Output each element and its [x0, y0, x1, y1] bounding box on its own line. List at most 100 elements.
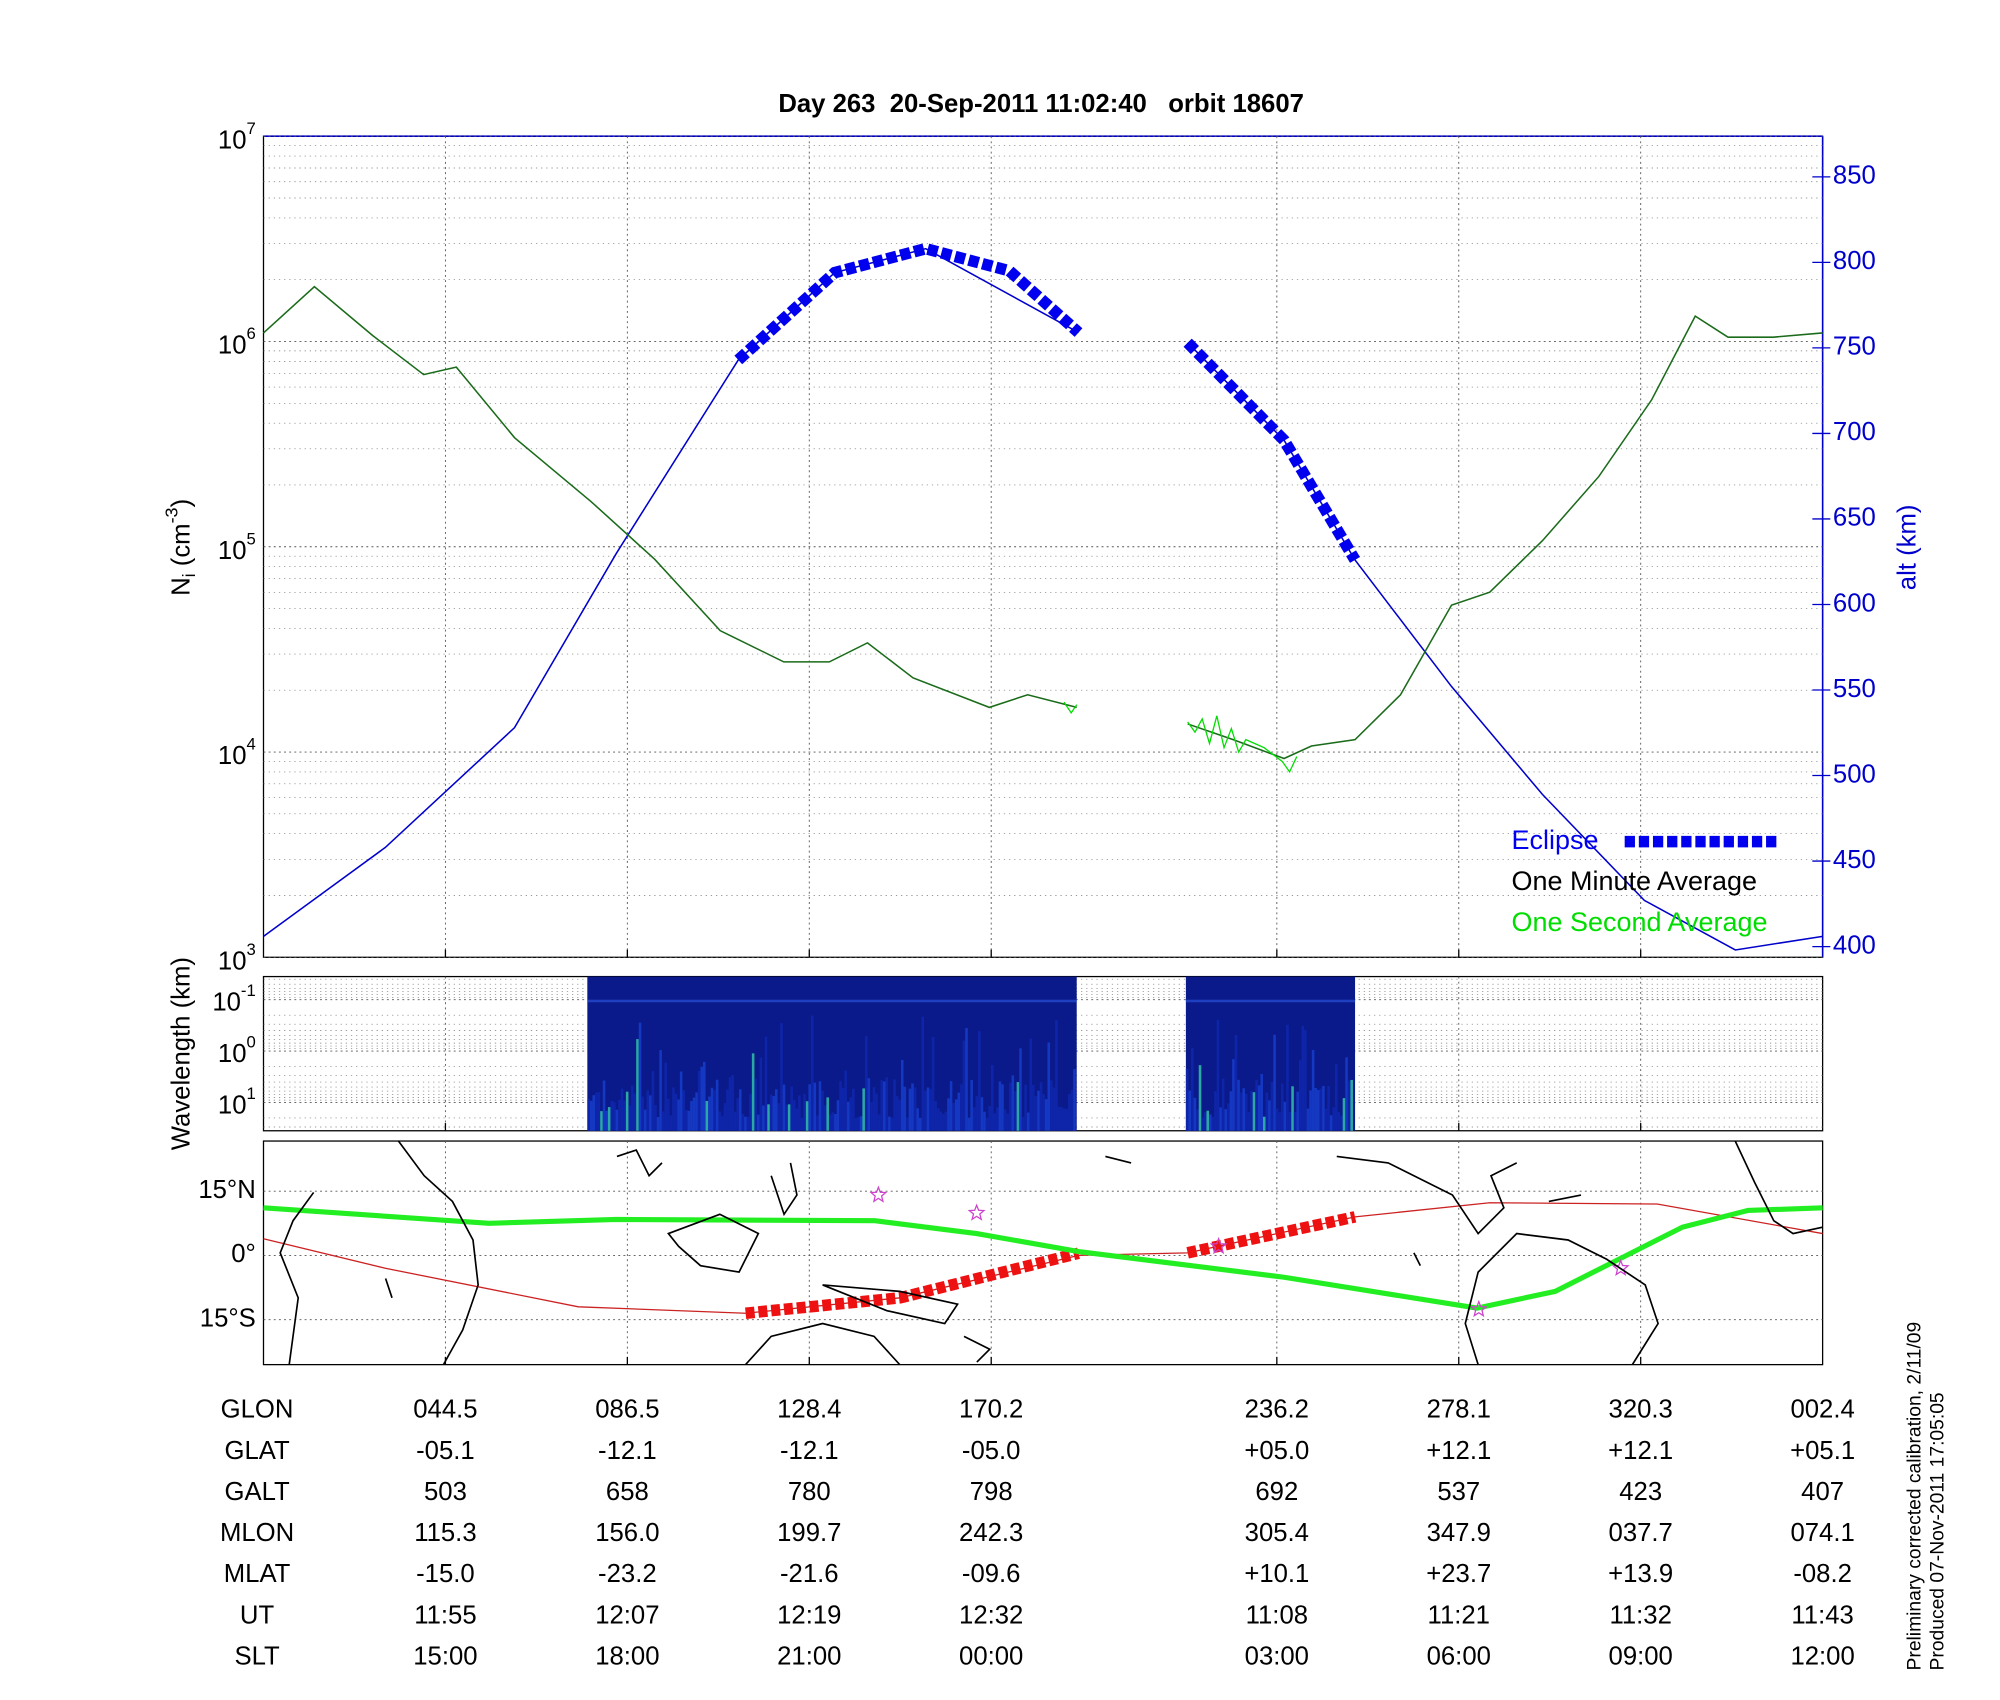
spectrogram-stripe	[1347, 1080, 1351, 1131]
spectrogram-stripe	[726, 1089, 729, 1131]
spectrogram-stripe	[1221, 1078, 1225, 1131]
table-cell: 11:32	[1610, 1601, 1672, 1629]
spectrogram-stripe	[1206, 1110, 1210, 1131]
spectrogram-stripe	[756, 1114, 760, 1131]
spectrogram-stripe	[615, 1109, 619, 1131]
table-cell: 199.7	[777, 1519, 841, 1547]
spectrogram-stripe	[1345, 1057, 1348, 1131]
spectrogram-stripe	[818, 1081, 822, 1131]
table-cell: 236.2	[1245, 1396, 1309, 1424]
spectrogram-stripe	[1301, 1025, 1305, 1131]
table-cell: 503	[424, 1478, 467, 1506]
table-cell: 780	[788, 1478, 831, 1506]
table-cell: 242.3	[959, 1519, 1023, 1547]
spectrogram-stripe	[916, 1108, 919, 1131]
lat-tick-label: 15°N	[198, 1176, 255, 1204]
table-cell: 03:00	[1245, 1642, 1309, 1670]
spectrogram-stripe	[993, 1113, 997, 1131]
spectrogram-stripe	[942, 1113, 945, 1131]
table-cell: 156.0	[595, 1519, 659, 1547]
spectrogram-stripe	[944, 1111, 948, 1131]
spectrogram-stripe	[1350, 1079, 1353, 1131]
spectrogram-stripe	[1070, 1089, 1074, 1131]
spectrogram-stripe	[595, 1092, 598, 1131]
y2-tick-label: 500	[1833, 760, 1876, 788]
spectrogram-stripe	[774, 1089, 778, 1131]
spectrogram-stripe	[677, 1099, 680, 1131]
table-cell: 044.5	[413, 1396, 477, 1424]
spectrogram-stripe	[607, 1107, 611, 1131]
table-row-label: UT	[240, 1601, 275, 1629]
spectrogram-stripe	[710, 1087, 714, 1131]
spectrogram-stripe	[1268, 1100, 1271, 1131]
spectrogram-stripe	[1337, 1111, 1341, 1131]
spectrogram-stripe	[862, 1088, 865, 1131]
spectrogram-stripe	[826, 1097, 829, 1131]
spectrogram-stripe	[813, 1082, 817, 1131]
spectrogram-stripe	[641, 1096, 644, 1131]
spectrogram-stripe	[1257, 1085, 1261, 1131]
spectrogram-stripe	[800, 1117, 804, 1131]
spectrogram-stripe	[1011, 1075, 1015, 1131]
y2-tick-label: 600	[1833, 589, 1876, 617]
spectrogram-stripe	[823, 1105, 827, 1131]
spectrogram-stripe	[854, 1117, 858, 1131]
table-cell: -05.0	[962, 1437, 1021, 1465]
y-tick-label: 100	[218, 1033, 256, 1068]
spectrogram-stripe	[746, 1116, 750, 1131]
spectrogram-stripe	[952, 1102, 955, 1131]
spectrogram-stripe	[1065, 1108, 1069, 1131]
table-cell: 09:00	[1609, 1642, 1673, 1670]
spectrogram-stripe	[872, 1087, 876, 1131]
spectrogram-stripe	[708, 1096, 711, 1131]
table-cell: 278.1	[1427, 1396, 1491, 1424]
spectrogram-stripe	[649, 1095, 652, 1131]
spectrogram-stripe	[934, 1100, 937, 1131]
spectrogram-stripe	[1262, 1116, 1266, 1131]
legend-label: One Second Average	[1512, 907, 1768, 937]
spectrogram-stripe	[1021, 1116, 1025, 1131]
spectrogram-stripe	[700, 1066, 704, 1131]
spectrogram-stripe	[610, 1100, 614, 1131]
spectrogram-stripe	[633, 1093, 637, 1131]
spectrogram-stripe	[1026, 1112, 1030, 1131]
y-label-part: (cm	[167, 523, 195, 573]
spectrogram-stripe	[1332, 1107, 1335, 1131]
spectrogram-stripe	[623, 1100, 626, 1131]
table-cell: 798	[970, 1478, 1013, 1506]
tick-base: 10	[218, 331, 247, 359]
spectrogram-stripe	[1188, 1090, 1192, 1131]
spectrogram-stripe	[1296, 1091, 1299, 1131]
spectrogram-stripe	[1244, 1093, 1248, 1131]
spectrogram-stripe	[1055, 1020, 1058, 1131]
y2-tick-label: 450	[1833, 846, 1876, 874]
spectrogram-stripe	[1062, 1108, 1066, 1131]
spectrogram-stripe	[674, 1093, 678, 1131]
spectrogram-stripe	[1008, 1082, 1012, 1131]
y2-tick-label: 550	[1833, 675, 1876, 703]
tick-base: 10	[212, 988, 241, 1016]
spectrogram-stripe	[749, 1094, 752, 1131]
spectrogram-stripe	[705, 1100, 709, 1131]
spectrogram-stripe	[769, 1094, 773, 1131]
star-marker	[967, 1203, 986, 1221]
spectrogram-stripe	[1329, 1115, 1333, 1131]
spectrogram-stripe	[988, 1105, 991, 1131]
spectrogram-stripe	[731, 1075, 734, 1131]
y-label-part: i	[179, 573, 199, 577]
spectrogram-stripe	[1016, 1082, 1020, 1131]
spectrogram-stripe	[679, 1071, 683, 1131]
spectrogram-stripe	[1342, 1098, 1346, 1131]
spectrogram-stripe	[718, 1111, 722, 1131]
lat-tick-label: 0°	[231, 1240, 256, 1268]
spectrogram-stripe	[620, 1088, 624, 1131]
spectrogram-stripe	[965, 1028, 968, 1131]
spectrogram-stripe	[870, 1101, 873, 1131]
spectrogram-stripe	[785, 1104, 788, 1131]
spectrogram-stripe	[844, 1070, 847, 1131]
spectrogram-stripe	[1280, 1083, 1284, 1131]
spectrogram-stripe	[867, 1078, 871, 1131]
spectrogram-stripe	[1283, 1101, 1287, 1131]
table-cell: +12.1	[1426, 1437, 1491, 1465]
